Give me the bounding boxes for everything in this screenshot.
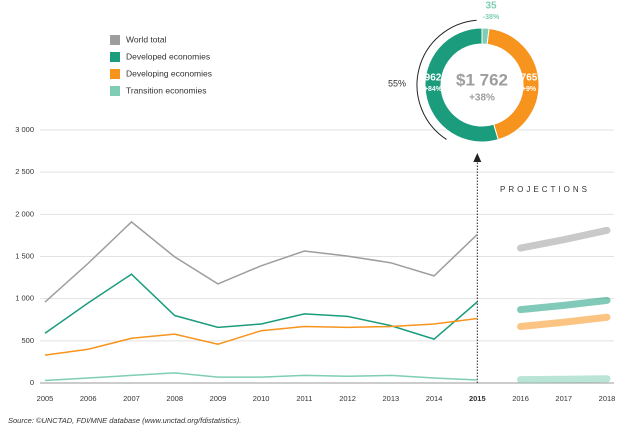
projection-label: PROJECTIONS [500, 185, 590, 194]
legend-label: World total [126, 34, 167, 44]
x-tick-label: 2006 [80, 394, 97, 403]
legend-label: Developed economies [126, 51, 210, 61]
series-line [44, 273, 478, 340]
series-line [44, 220, 478, 303]
segment-value: 765 [521, 73, 538, 84]
legend-label: Transition economies [126, 85, 206, 95]
projection-arrow [473, 153, 482, 162]
series-line [44, 372, 478, 382]
projection-band [517, 226, 611, 252]
share-bracket [416, 19, 477, 140]
x-tick-label: 2015 [469, 394, 486, 403]
y-tick-label: 1 500 [15, 251, 34, 260]
x-tick-label: 2016 [512, 394, 529, 403]
projection-band [517, 296, 611, 314]
y-tick-label: 1 000 [15, 294, 34, 303]
y-tick-label: 500 [21, 336, 34, 345]
x-tick-label: 2017 [555, 394, 572, 403]
x-tick-label: 2008 [166, 394, 183, 403]
y-tick-label: 2 000 [15, 209, 34, 218]
x-tick-label: 2012 [339, 394, 356, 403]
legend-label: Developing economies [126, 68, 212, 78]
x-tick-label: 2011 [296, 394, 312, 403]
x-tick-label: 2009 [210, 394, 227, 403]
y-tick-label: 0 [30, 378, 34, 387]
donut-total: $1 762 [456, 70, 508, 89]
segment-change: -38% [483, 14, 500, 21]
x-tick-label: 2014 [426, 394, 443, 403]
segment-value: 962 [425, 73, 442, 84]
segment-value: 35 [485, 1, 497, 12]
share-label: 55% [388, 78, 406, 88]
projection-band [517, 375, 611, 384]
donut-segment [424, 27, 499, 143]
x-tick-label: 2007 [123, 394, 140, 403]
x-tick-label: 2013 [383, 394, 400, 403]
projection-band [517, 313, 611, 330]
x-tick-label: 2010 [253, 394, 270, 403]
segment-change: +9% [522, 86, 537, 93]
y-tick-label: 2 500 [15, 167, 34, 176]
x-tick-label: 2018 [599, 394, 616, 403]
legend-swatch [110, 35, 120, 45]
x-tick-label: 2005 [37, 394, 54, 403]
source-note: Source: ©UNCTAD, FDI/MNE database (www.u… [8, 416, 241, 425]
donut-total-change: +38% [469, 93, 495, 104]
segment-change: +84% [424, 86, 443, 93]
y-tick-label: 3 000 [15, 125, 34, 134]
legend-swatch [110, 69, 120, 79]
series-line [44, 317, 478, 356]
legend-swatch [110, 52, 120, 62]
legend-swatch [110, 86, 120, 96]
